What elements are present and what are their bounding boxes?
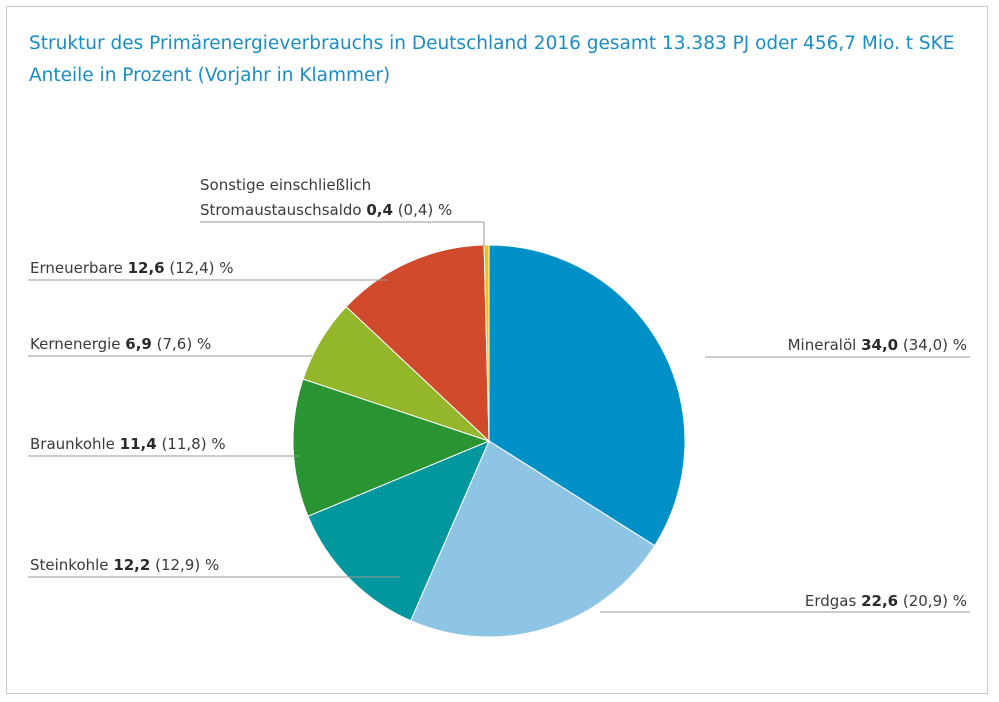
slice-previous-value: (12,4) % [165,259,234,277]
slice-value: 22,6 [861,592,898,610]
slice-value: 0,4 [366,201,393,219]
pie-slice-erneuerbare [345,244,490,443]
slice-previous-value: (20,9) % [898,592,967,610]
slice-label: Sonstige einschließlich [200,176,371,194]
slice-label: Stromaustauschsaldo 0,4 (0,4) % [200,201,452,219]
slice-label: Erneuerbare 12,6 (12,4) % [30,259,234,277]
slice-previous-value: (0,4) % [393,201,452,219]
slice-name: Kernenergie [30,335,125,353]
slice-value: 6,9 [125,335,152,353]
slice-label: Mineralöl 34,0 (34,0) % [788,336,967,354]
slice-previous-value: (12,9) % [150,556,219,574]
slice-label: Braunkohle 11,4 (11,8) % [30,435,226,453]
pie-slice-steinkohle [307,440,490,622]
slice-previous-value: (34,0) % [898,336,967,354]
pie-slice-erdgas [410,440,656,638]
slice-name: Stromaustauschsaldo [200,201,366,219]
slice-label: Steinkohle 12,2 (12,9) % [30,556,219,574]
pie-slice-braunkohle [292,378,491,517]
slice-value: 11,4 [120,435,157,453]
slice-name: Steinkohle [30,556,113,574]
pie-slice-mineralöl [488,244,686,547]
slice-name: Braunkohle [30,435,120,453]
slice-value: 12,2 [113,556,150,574]
chart-subtitle: Anteile in Prozent (Vorjahr in Klammer) [29,65,391,86]
slice-value: 12,6 [128,259,165,277]
slice-previous-value: (11,8) % [157,435,226,453]
slice-name: Mineralöl [788,336,861,354]
slice-name: Erdgas [805,592,861,610]
slice-previous-value: (7,6) % [152,335,211,353]
slice-value: 34,0 [861,336,898,354]
chart-frame [6,6,988,694]
slice-name: Erneuerbare [30,259,128,277]
slice-label: Kernenergie 6,9 (7,6) % [30,335,211,353]
slice-label: Erdgas 22,6 (20,9) % [805,592,967,610]
chart-title: Struktur des Primärenergieverbrauchs in … [29,33,955,54]
